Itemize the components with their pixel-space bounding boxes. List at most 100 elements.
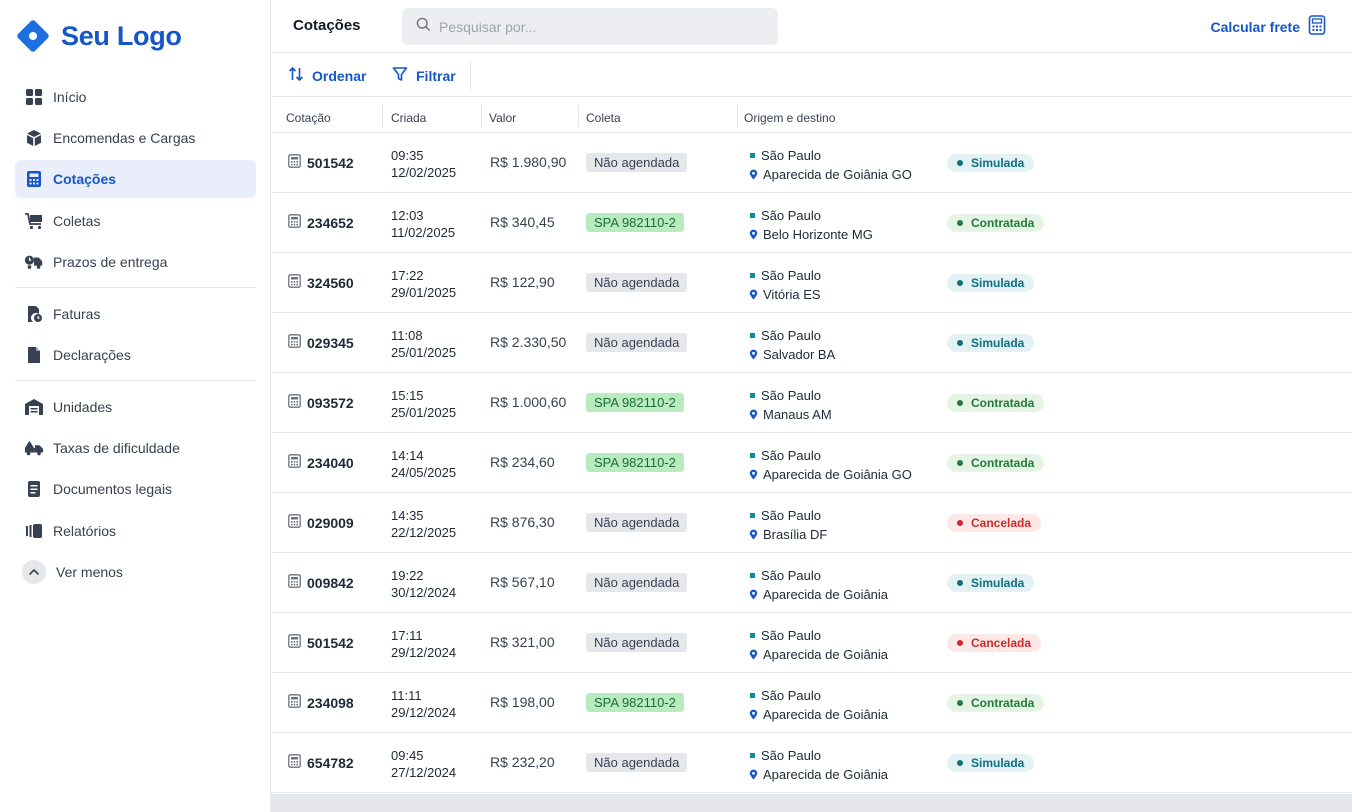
cotacao-id[interactable]: 324560 xyxy=(288,274,354,291)
table-row[interactable]: 234040 14:14 24/05/2025 R$ 234,60 SPA 982110… xyxy=(271,433,1352,493)
sidebar-item-label: Documentos legais xyxy=(53,481,173,497)
origin-destination: São Paulo Brasília DF xyxy=(749,506,827,544)
origin-text: São Paulo xyxy=(761,148,821,163)
sidebar-item-faturas[interactable]: Faturas xyxy=(15,295,256,333)
status-dot-icon xyxy=(957,400,963,406)
quote-value: R$ 876,30 xyxy=(490,514,555,530)
quote-value: R$ 321,00 xyxy=(490,634,555,650)
created-time: 15:15 xyxy=(391,388,424,403)
created-time: 19:22 xyxy=(391,568,424,583)
sidebar-item-inicio[interactable]: Início xyxy=(15,78,256,116)
sidebar-item-label: Coletas xyxy=(53,213,101,229)
sidebar-item-label: Taxas de dificuldade xyxy=(53,440,180,456)
status-dot-icon xyxy=(957,520,963,526)
cotacao-id[interactable]: 234098 xyxy=(288,694,354,711)
table-row[interactable]: 029009 14:35 22/12/2025 R$ 876,30 Não agenda… xyxy=(271,493,1352,553)
top-header: Cotações Calcular frete xyxy=(271,0,1352,53)
status-badge: Simulada xyxy=(947,274,1035,292)
location-pin-icon xyxy=(749,649,758,660)
sidebar-item-encomendas[interactable]: Encomendas e Cargas xyxy=(15,119,256,157)
sidebar-item-label: Encomendas e Cargas xyxy=(53,130,196,146)
origin-text: São Paulo xyxy=(761,388,821,403)
sidebar-item-prazos[interactable]: Prazos de entrega xyxy=(15,243,256,281)
sort-icon xyxy=(288,66,304,85)
sidebar-item-relatorios[interactable]: Relatórios xyxy=(15,512,256,550)
table-row[interactable]: 234098 11:11 29/12/2024 R$ 198,00 SPA 982110… xyxy=(271,673,1352,733)
search-box[interactable] xyxy=(402,8,778,45)
origin-text: São Paulo xyxy=(761,208,821,223)
table-row[interactable]: 029345 11:08 25/01/2025 R$ 2.330,50 Não agen… xyxy=(271,313,1352,373)
status-dot-icon xyxy=(957,640,963,646)
cotacao-id[interactable]: 234040 xyxy=(288,454,354,471)
sidebar-item-coletas[interactable]: Coletas xyxy=(15,202,256,240)
location-pin-icon xyxy=(749,589,758,600)
cotacao-id[interactable]: 501542 xyxy=(288,154,354,171)
status-badge: Cancelada xyxy=(947,514,1042,532)
origin-marker-icon xyxy=(750,153,755,158)
origin-text: São Paulo xyxy=(761,508,821,523)
ordenar-button[interactable]: Ordenar xyxy=(288,66,366,85)
created-time: 11:08 xyxy=(391,328,423,343)
destination-text: Aparecida de Goiânia xyxy=(763,707,889,722)
logo[interactable]: Seu Logo xyxy=(16,16,182,56)
table-row[interactable]: 234652 12:03 11/02/2025 R$ 340,45 SPA 982110… xyxy=(271,193,1352,253)
calculator-icon xyxy=(288,394,301,411)
column-header-origem-destino[interactable]: Origem e destino xyxy=(744,111,836,125)
table-row[interactable]: 093572 15:15 25/01/2025 R$ 1.000,60 SPA 9821… xyxy=(271,373,1352,433)
cotacao-id[interactable]: 029009 xyxy=(288,514,354,531)
origin-marker-icon xyxy=(750,633,755,638)
cotacao-id-text: 029009 xyxy=(307,514,354,531)
table-row[interactable]: 501542 17:11 29/12/2024 R$ 321,00 Não agenda… xyxy=(271,613,1352,673)
column-header-criada[interactable]: Criada xyxy=(391,111,427,125)
table-row[interactable]: 324560 17:22 29/01/2025 R$ 122,90 Não agenda… xyxy=(271,253,1352,313)
column-header-cotacao[interactable]: Cotação xyxy=(286,111,331,125)
destination-text: Belo Horizonte MG xyxy=(763,227,873,242)
coleta-badge: Não agendada xyxy=(586,333,688,352)
cotacao-id[interactable]: 501542 xyxy=(288,634,354,651)
origin-marker-icon xyxy=(750,513,755,518)
search-input[interactable] xyxy=(439,18,759,35)
column-divider xyxy=(578,105,579,127)
warehouse-icon xyxy=(24,397,44,417)
quote-value: R$ 198,00 xyxy=(490,694,555,710)
sidebar-item-cotacoes[interactable]: Cotações xyxy=(15,160,256,198)
sidebar-item-label: Declarações xyxy=(53,347,131,363)
cotacao-id[interactable]: 029345 xyxy=(288,334,354,351)
table-header: Cotação Criada Valor Coleta Origem e des… xyxy=(271,97,1352,133)
sidebar-item-unidades[interactable]: Unidades xyxy=(15,388,256,426)
cotacao-id[interactable]: 009842 xyxy=(288,574,354,591)
origin-marker-icon xyxy=(750,333,755,338)
column-header-coleta[interactable]: Coleta xyxy=(586,111,621,125)
cotacao-id[interactable]: 654782 xyxy=(288,754,354,771)
sidebar-item-taxas[interactable]: Taxas de dificuldade xyxy=(15,429,256,467)
cotacao-id-text: 234098 xyxy=(307,694,354,711)
created-at: 14:14 24/05/2025 xyxy=(391,447,456,481)
origin-marker-icon xyxy=(750,573,755,578)
table-row[interactable]: 654782 09:45 27/12/2024 R$ 232,20 Não agenda… xyxy=(271,733,1352,793)
calculator-icon xyxy=(288,154,301,171)
ver-menos-button[interactable]: Ver menos xyxy=(22,560,123,584)
status-badge: Simulada xyxy=(947,154,1035,172)
sidebar-item-declaracoes[interactable]: Declarações xyxy=(15,336,256,374)
table-row[interactable]: 009842 19:22 30/12/2024 R$ 567,10 Não agenda… xyxy=(271,553,1352,613)
cotacao-id[interactable]: 234652 xyxy=(288,214,354,231)
coleta-badge: SPA 982110-2 xyxy=(586,393,684,412)
column-header-valor[interactable]: Valor xyxy=(489,111,517,125)
filtrar-button[interactable]: Filtrar xyxy=(392,66,456,85)
cotacao-id[interactable]: 093572 xyxy=(288,394,354,411)
coleta-badge: Não agendada xyxy=(586,633,688,652)
sidebar-item-documentos[interactable]: Documentos legais xyxy=(15,470,256,508)
created-at: 14:35 22/12/2025 xyxy=(391,507,456,541)
calcular-frete-label: Calcular frete xyxy=(1210,18,1300,35)
status-text: Simulada xyxy=(971,156,1025,170)
search-icon xyxy=(416,17,431,37)
status-text: Contratada xyxy=(971,696,1035,710)
quote-value: R$ 2.330,50 xyxy=(490,334,567,350)
table-toolbar: Ordenar Filtrar xyxy=(271,53,1352,97)
coleta-badge: Não agendada xyxy=(586,753,688,772)
calcular-frete-button[interactable]: Calcular frete xyxy=(1211,15,1326,38)
status-dot-icon xyxy=(957,340,963,346)
status-text: Simulada xyxy=(971,576,1025,590)
sidebar-item-label: Unidades xyxy=(53,399,113,415)
table-row[interactable]: 501542 09:35 12/02/2025 R$ 1.980,90 Não agen… xyxy=(271,133,1352,193)
